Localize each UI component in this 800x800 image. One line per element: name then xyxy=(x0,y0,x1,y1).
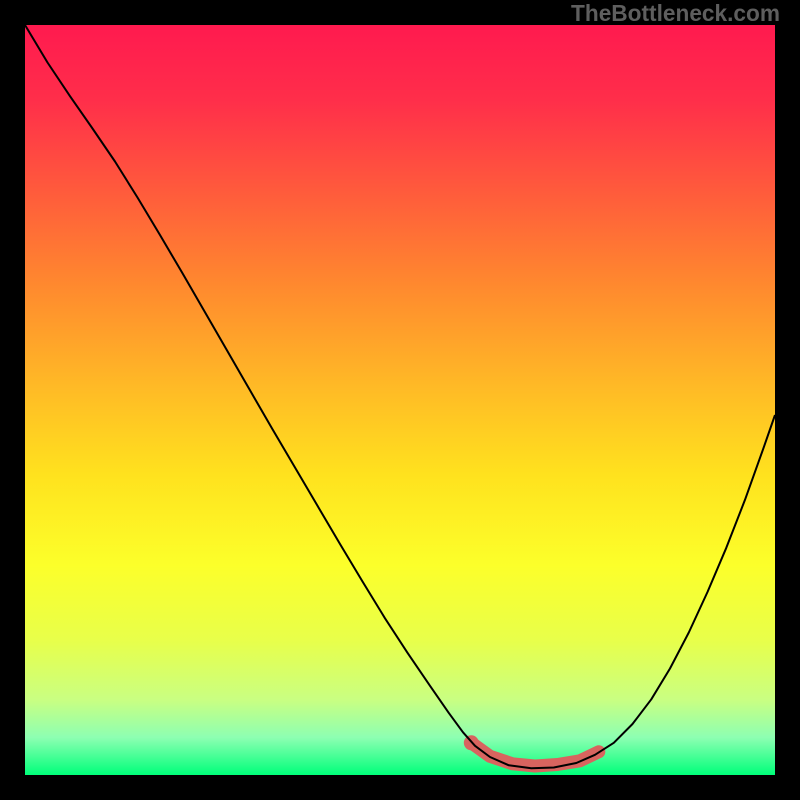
bottleneck-curve xyxy=(0,0,800,800)
chart-container: TheBottleneck.com xyxy=(0,0,800,800)
watermark-text: TheBottleneck.com xyxy=(571,0,780,27)
main-curve xyxy=(25,25,775,768)
